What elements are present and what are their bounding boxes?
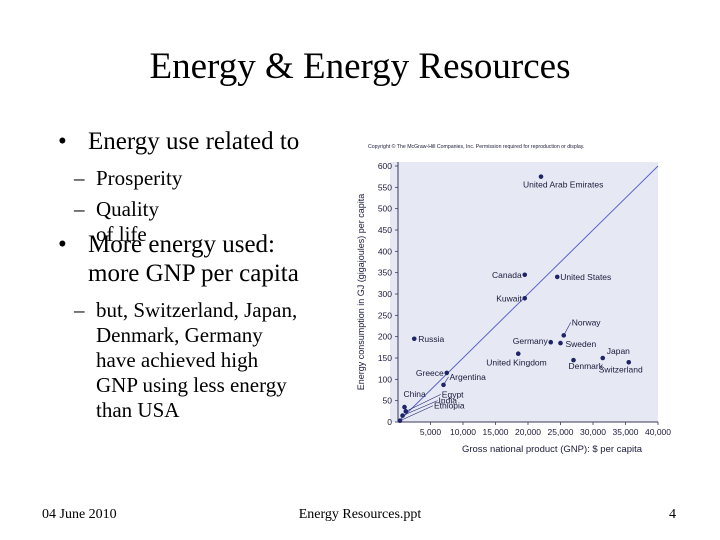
point-label-china: China bbox=[404, 389, 426, 399]
y-tick-label: 350 bbox=[378, 268, 392, 278]
y-tick-label: 200 bbox=[378, 332, 392, 342]
x-tick-label: 10,000 bbox=[450, 427, 476, 437]
point-russia bbox=[411, 336, 417, 342]
footer-page-number: 4 bbox=[669, 507, 676, 522]
plot-area bbox=[390, 162, 658, 422]
leader-line-norway bbox=[563, 322, 572, 336]
y-tick-label: 450 bbox=[378, 225, 392, 235]
dash-symbol: – bbox=[74, 197, 85, 221]
y-tick-label: 0 bbox=[387, 417, 392, 427]
point-label-united-states: United States bbox=[560, 272, 611, 282]
y-tick-label: 550 bbox=[378, 182, 392, 192]
point-label-canada: Canada bbox=[492, 270, 522, 280]
sub-bullet-line: than USA bbox=[96, 398, 180, 422]
point-label-india: India bbox=[439, 396, 458, 406]
point-india bbox=[400, 413, 405, 418]
point-label-switzerland: Switzerland bbox=[599, 364, 643, 374]
y-tick-label: 250 bbox=[378, 310, 392, 320]
y-tick-label: 50 bbox=[383, 396, 393, 406]
dash-symbol: – bbox=[74, 298, 85, 322]
point-label-ethiopia: Ethiopia bbox=[434, 401, 465, 411]
point-egypt bbox=[403, 409, 409, 414]
point-canada bbox=[522, 272, 528, 278]
chart-svg: Copyright © The McGraw-Hill Companies, I… bbox=[356, 143, 671, 455]
point-japan bbox=[600, 355, 606, 361]
point-switzerland bbox=[626, 359, 632, 365]
y-tick-label: 300 bbox=[378, 289, 392, 299]
y-tick-label: 600 bbox=[378, 161, 392, 171]
energy-gnp-chart: Copyright © The McGraw-Hill Companies, I… bbox=[354, 138, 682, 460]
sub-bullet-line: Denmark, Germany bbox=[96, 323, 263, 347]
y-axis-label: Energy consumption in GJ (gigajoules) pe… bbox=[356, 194, 366, 391]
point-norway bbox=[561, 333, 567, 338]
point-denmark bbox=[571, 357, 576, 363]
sub-bullet-line: GNP using less energy bbox=[96, 373, 287, 397]
y-tick-label: 400 bbox=[378, 246, 392, 256]
dash-symbol: – bbox=[74, 166, 85, 190]
sub-bullet-text: but, Switzerland, Japan, Denmark, German… bbox=[96, 298, 297, 423]
footer-filename: Energy Resources.ppt bbox=[298, 507, 422, 522]
x-tick-label: 5,000 bbox=[420, 427, 442, 437]
point-label-united-arab-emirates: United Arab Emirates bbox=[523, 180, 603, 190]
point-label-sweden: Sweden bbox=[566, 339, 597, 349]
bullet-text: Energy use related to bbox=[88, 128, 300, 155]
point-china bbox=[402, 404, 407, 410]
slide-title: Energy & Energy Resources bbox=[149, 46, 571, 87]
point-argentina bbox=[441, 382, 446, 388]
point-label-germany: Germany bbox=[513, 336, 549, 346]
point-greece bbox=[444, 370, 450, 376]
sub-bullet-text: Prosperity bbox=[96, 166, 183, 190]
bullet-text-line-1: More energy used: bbox=[88, 231, 275, 258]
x-tick-label: 15,000 bbox=[483, 427, 509, 437]
point-united-kingdom bbox=[515, 351, 521, 357]
x-tick-label: 35,000 bbox=[613, 427, 639, 437]
point-united-states bbox=[554, 274, 560, 280]
point-kuwait bbox=[522, 295, 528, 301]
point-label-kuwait: Kuwait bbox=[496, 293, 522, 303]
trend-line bbox=[397, 165, 659, 423]
x-tick-label: 25,000 bbox=[548, 427, 574, 437]
footer-date: 04 June 2010 bbox=[42, 507, 117, 522]
bullet-symbol: • bbox=[58, 231, 67, 258]
x-axis-label: Gross national product (GNP): $ per capi… bbox=[462, 444, 643, 455]
leader-line-ethiopia bbox=[399, 405, 434, 421]
leader-line-egypt bbox=[405, 394, 441, 412]
sub-bullet-line: have achieved high bbox=[96, 348, 259, 372]
sub-bullet-text: Quality of life bbox=[96, 197, 159, 246]
point-label-greece: Greece bbox=[416, 368, 444, 378]
y-tick-label: 500 bbox=[378, 204, 392, 214]
leader-line-india bbox=[402, 400, 438, 416]
y-tick-label: 150 bbox=[378, 353, 392, 363]
point-label-argentina: Argentina bbox=[450, 372, 487, 382]
point-label-norway: Norway bbox=[572, 317, 602, 327]
chart-copyright: Copyright © The McGraw-Hill Companies, I… bbox=[368, 143, 584, 150]
y-tick-label: 100 bbox=[378, 374, 392, 384]
x-tick-label: 30,000 bbox=[580, 427, 606, 437]
x-tick-label: 40,000 bbox=[645, 427, 671, 437]
point-label-russia: Russia bbox=[418, 334, 444, 344]
point-label-japan: Japan bbox=[607, 346, 630, 356]
x-tick-label: 20,000 bbox=[515, 427, 541, 437]
point-sweden bbox=[558, 340, 563, 346]
bullet-text-line-2: more GNP per capita bbox=[88, 260, 299, 287]
sub-bullet-line: but, Switzerland, Japan, bbox=[96, 298, 298, 322]
point-label-egypt: Egypt bbox=[442, 389, 464, 399]
point-united-arab-emirates bbox=[538, 174, 544, 179]
bullet-symbol: • bbox=[58, 128, 67, 155]
point-label-denmark: Denmark bbox=[569, 361, 604, 371]
point-label-united-kingdom: United Kingdom bbox=[486, 358, 546, 368]
point-ethiopia bbox=[397, 418, 403, 424]
point-germany bbox=[548, 339, 554, 345]
